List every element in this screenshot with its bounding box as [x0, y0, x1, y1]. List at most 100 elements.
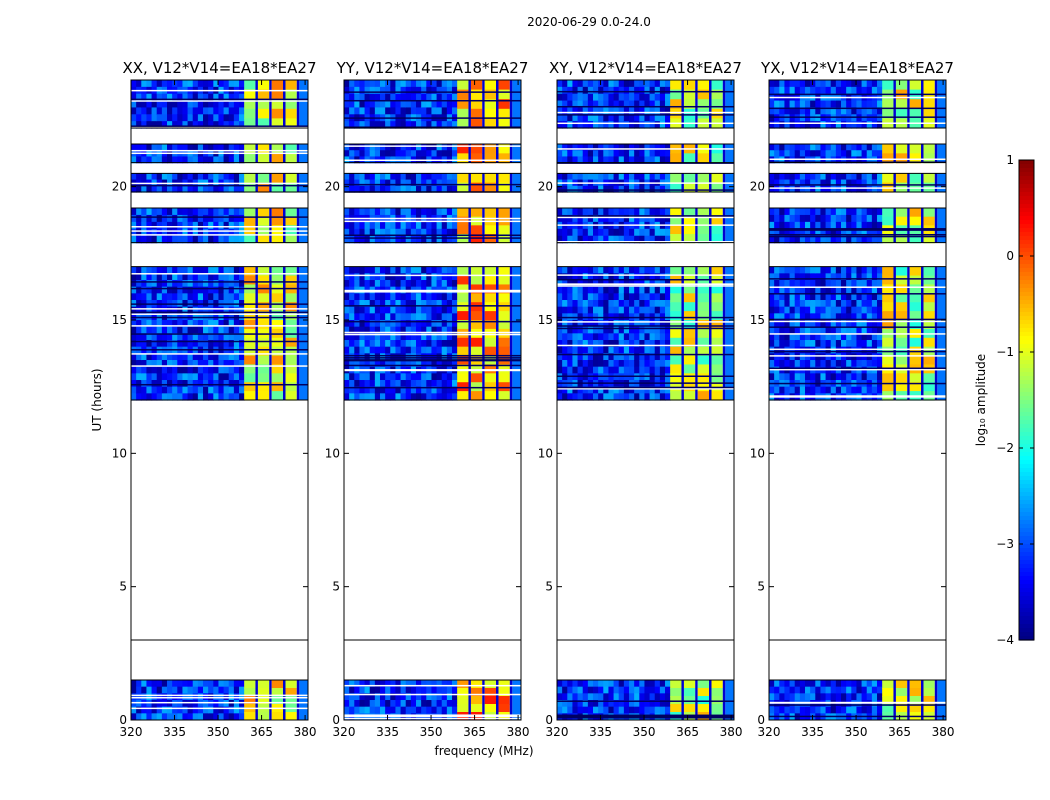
panel-frame: [768, 79, 947, 721]
colorbar-step: [1019, 548, 1034, 553]
colorbar-step: [1019, 184, 1034, 189]
colorbar-step: [1019, 248, 1034, 253]
colorbar-step: [1019, 356, 1034, 361]
colorbar-step: [1019, 424, 1034, 429]
x-tick-label: 365: [250, 725, 273, 739]
colorbar-step: [1019, 340, 1034, 345]
colorbar-step: [1019, 164, 1034, 169]
colorbar-step: [1019, 396, 1034, 401]
colorbar-step: [1019, 508, 1034, 513]
colorbar-step: [1019, 216, 1034, 221]
colorbar-step: [1019, 260, 1034, 265]
y-tick-label: 20: [750, 180, 765, 194]
colorbar-step: [1019, 612, 1034, 617]
y-tick-label: 5: [119, 580, 127, 594]
y-tick-label: 5: [545, 580, 553, 594]
colorbar-step: [1019, 536, 1034, 541]
colorbar-step: [1019, 232, 1034, 237]
colorbar-step: [1019, 596, 1034, 601]
colorbar-step: [1019, 252, 1034, 257]
colorbar-tick-label: −3: [996, 537, 1014, 551]
colorbar-step: [1019, 208, 1034, 213]
y-tick-label: 20: [325, 180, 340, 194]
colorbar-step: [1019, 616, 1034, 621]
colorbar-step: [1019, 544, 1034, 549]
colorbar-step: [1019, 176, 1034, 181]
colorbar-step: [1019, 324, 1034, 329]
colorbar-step: [1019, 376, 1034, 381]
colorbar-step: [1019, 180, 1034, 185]
x-tick-label: 320: [333, 725, 356, 739]
colorbar-step: [1019, 564, 1034, 569]
spectrogram-xx: [131, 80, 308, 720]
colorbar-step: [1019, 292, 1034, 297]
colorbar-step: [1019, 492, 1034, 497]
colorbar-step: [1019, 448, 1034, 453]
colorbar-step: [1019, 468, 1034, 473]
colorbar-step: [1019, 416, 1034, 421]
colorbar-step: [1019, 212, 1034, 217]
colorbar-tick-label: −4: [996, 633, 1014, 647]
x-tick-label: 335: [589, 725, 612, 739]
colorbar-step: [1019, 532, 1034, 537]
colorbar-step: [1019, 636, 1034, 641]
colorbar-step: [1019, 420, 1034, 425]
colorbar-step: [1019, 160, 1034, 165]
colorbar-step: [1019, 264, 1034, 269]
colorbar-step: [1019, 460, 1034, 465]
colorbar-step: [1019, 436, 1034, 441]
colorbar-step: [1019, 512, 1034, 517]
colorbar-step: [1019, 320, 1034, 325]
spectrogram-yy: [344, 80, 521, 720]
colorbar-tick-label: 0: [1006, 249, 1014, 263]
y-tick-label: 5: [757, 580, 765, 594]
colorbar-step: [1019, 228, 1034, 233]
colorbar-step: [1019, 456, 1034, 461]
x-tick-label: 350: [207, 725, 230, 739]
x-tick-label: 380: [507, 725, 530, 739]
panel-frame: [343, 79, 522, 721]
colorbar-label: log₁₀ amplitude: [974, 354, 988, 446]
colorbar-step: [1019, 556, 1034, 561]
y-tick-label: 0: [545, 713, 553, 727]
colorbar-step: [1019, 304, 1034, 309]
colorbar-step: [1019, 188, 1034, 193]
colorbar-step: [1019, 444, 1034, 449]
colorbar-step: [1019, 168, 1034, 173]
colorbar-step: [1019, 196, 1034, 201]
colorbar-step: [1019, 476, 1034, 481]
x-tick-label: 320: [120, 725, 143, 739]
y-tick-label: 10: [112, 446, 127, 460]
y-tick-label: 10: [750, 446, 765, 460]
colorbar-step: [1019, 392, 1034, 397]
colorbar-step: [1019, 284, 1034, 289]
y-tick-label: 0: [757, 713, 765, 727]
colorbar-step: [1019, 624, 1034, 629]
colorbar-step: [1019, 388, 1034, 393]
colorbar-step: [1019, 256, 1034, 261]
y-tick-label: 10: [538, 446, 553, 460]
colorbar-step: [1019, 604, 1034, 609]
panel-xy: XY, V12*V14=EA18*EA27 0 5 10 15 20 320 335 350 36…: [538, 59, 743, 739]
y-tick-label: 15: [112, 313, 127, 327]
colorbar-step: [1019, 276, 1034, 281]
panel-title: XY, V12*V14=EA18*EA27: [549, 59, 742, 77]
y-tick-label: 0: [119, 713, 127, 727]
colorbar-step: [1019, 312, 1034, 317]
panel-title: YX, V12*V14=EA18*EA27: [760, 59, 954, 77]
colorbar-step: [1019, 280, 1034, 285]
colorbar-frame: [1018, 159, 1035, 641]
colorbar-tick-label: −1: [996, 345, 1014, 359]
x-tick-label: 335: [376, 725, 399, 739]
colorbar-step: [1019, 488, 1034, 493]
x-tick-label: 365: [888, 725, 911, 739]
colorbar-step: [1019, 372, 1034, 377]
colorbar-step: [1019, 272, 1034, 277]
x-tick-label: 380: [932, 725, 955, 739]
x-tick-label: 380: [294, 725, 317, 739]
panel-title: YY, V12*V14=EA18*EA27: [336, 59, 529, 77]
colorbar-step: [1019, 540, 1034, 545]
colorbar: −4 −3 −2 −1 0 1: [996, 153, 1035, 647]
colorbar-step: [1019, 288, 1034, 293]
colorbar-step: [1019, 220, 1034, 225]
